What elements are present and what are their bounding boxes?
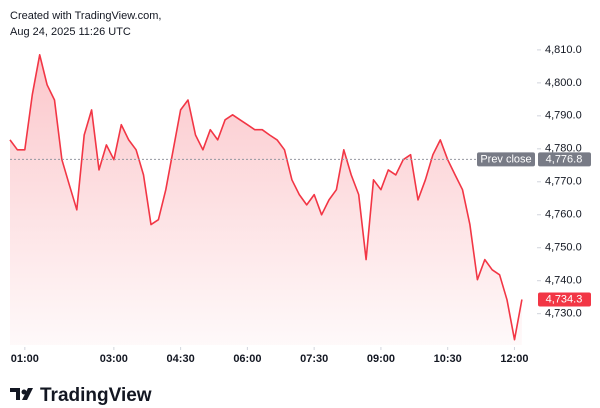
y-tick-label: 4,810.0: [545, 44, 582, 56]
y-tick-label: 4,790.0: [545, 110, 582, 122]
price-line: [9, 54, 523, 341]
last-value-label: 4,734.3: [546, 293, 583, 305]
y-tick-label: 4,740.0: [545, 275, 582, 287]
x-tick-label: 01:00: [11, 353, 39, 365]
x-tick-label: 03:00: [100, 353, 128, 365]
y-tick-label: 4,750.0: [545, 242, 582, 254]
y-tick-label: 4,730.0: [545, 308, 582, 320]
x-tick-label: 09:00: [367, 353, 395, 365]
x-tick-label: 07:30: [300, 353, 328, 365]
x-tick-label: 12:00: [500, 353, 528, 365]
prev-close-value-tag: [538, 152, 591, 167]
brand: TradingView: [40, 385, 152, 406]
prev-close-value: 4,776.8: [546, 153, 583, 165]
x-tick-label: 04:30: [167, 353, 195, 365]
y-tick-label: 4,760.0: [545, 209, 582, 221]
area-fill: [10, 54, 522, 346]
last-value-tag: [538, 292, 591, 307]
prev-close-tag: [477, 152, 535, 167]
y-tick-label: 4,800.0: [545, 77, 582, 89]
header-line: Created with TradingView.com,: [10, 10, 161, 22]
y-tick-label: 4,780.0: [545, 143, 582, 155]
header-line: Aug 24, 2025 11:26 UTC: [10, 26, 131, 38]
y-tick-label: 4,770.0: [545, 176, 582, 188]
prev-close-name: Prev close: [480, 153, 531, 165]
x-tick-label: 06:00: [233, 353, 261, 365]
logo: TradingView: [10, 385, 152, 406]
x-tick-label: 10:30: [434, 353, 462, 365]
